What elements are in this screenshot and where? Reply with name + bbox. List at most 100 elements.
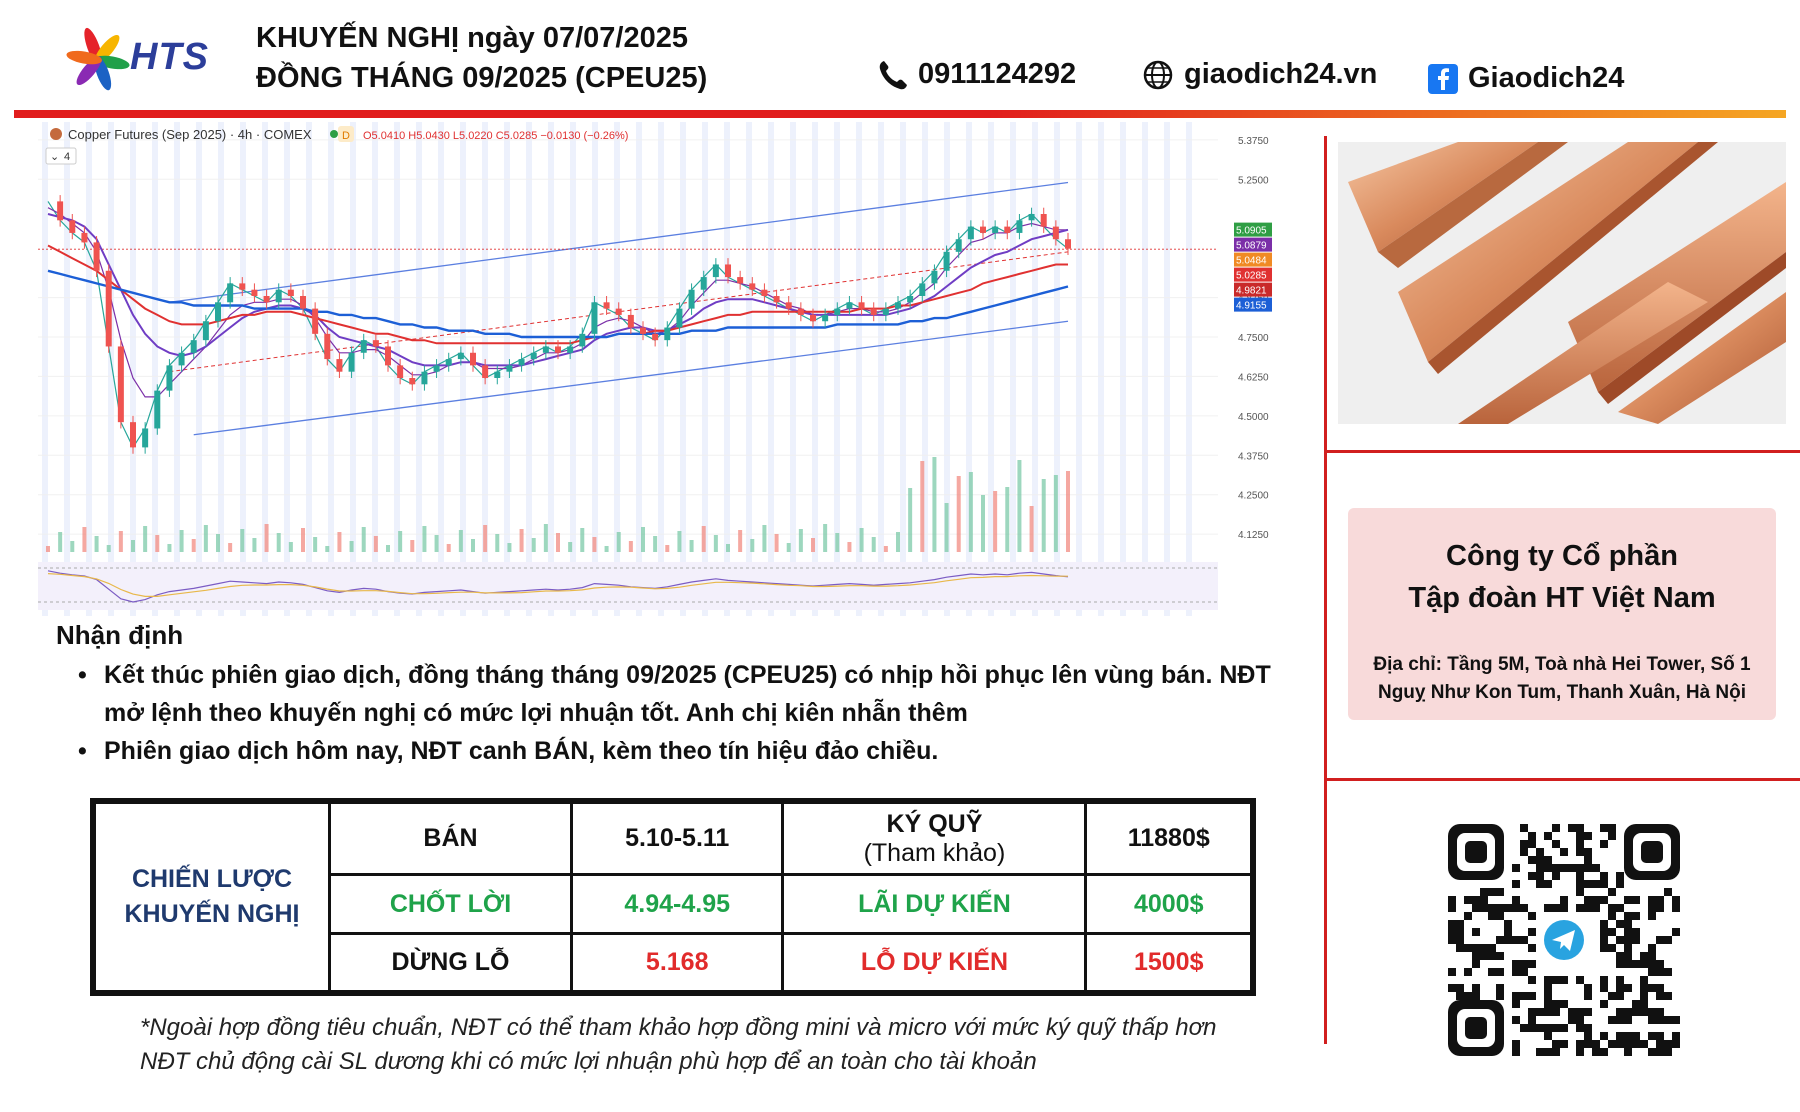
telegram-icon [1538, 914, 1590, 966]
candle-body [385, 346, 391, 366]
interval-badge: D [342, 130, 350, 142]
session-band [1032, 122, 1038, 616]
qr-module [1512, 1048, 1520, 1056]
volume-bar [519, 529, 524, 552]
qr-module [1464, 944, 1472, 952]
chart-svg: 704 80.0049.9235.92 5.37505.25004.87504.… [38, 122, 1312, 616]
qr-module [1600, 872, 1608, 880]
qr-module [1576, 1008, 1584, 1016]
qr-module [1584, 880, 1592, 888]
price-value-label: 5.0879 [1236, 241, 1267, 252]
qr-module [1632, 896, 1640, 904]
volume-bar [483, 525, 488, 552]
qr-module [1576, 1048, 1584, 1056]
candle-body [749, 283, 756, 290]
qr-code-icon[interactable] [1444, 820, 1684, 1060]
qr-module [1528, 872, 1536, 880]
ohlc-readout: O5.0410 H5.0430 L5.0220 C5.0285 −0.0130 … [363, 130, 628, 142]
footnote-line2: NĐT chủ động cài SL dương khi có mức lợi… [140, 1048, 1037, 1075]
qr-module [1512, 1016, 1520, 1024]
qr-module [1632, 936, 1640, 944]
candle-body [603, 302, 610, 309]
qr-module [1632, 1040, 1640, 1048]
qr-module [1616, 872, 1624, 880]
qr-module [1656, 1008, 1664, 1016]
expected-loss-label-cell: LỖ DỰ KIẾN [781, 931, 1088, 994]
qr-module [1576, 888, 1584, 896]
volume-bar [337, 532, 342, 552]
facebook-contact[interactable]: Giaodich24 [1428, 62, 1624, 95]
copper-bars-image [1338, 142, 1786, 424]
y-tick-label: 4.7500 [1238, 333, 1269, 344]
session-band [790, 122, 796, 616]
volume-bar [264, 524, 269, 552]
expected-profit-label-cell: LÃI DỰ KIẾN [781, 873, 1088, 935]
session-band [592, 122, 598, 616]
volume-bar [738, 530, 743, 552]
volume-bar [252, 538, 257, 552]
qr-module [1664, 1048, 1672, 1056]
qr-module [1632, 1000, 1640, 1008]
qr-module [1544, 856, 1552, 864]
logo-text: HTS [130, 36, 209, 78]
qr-module [1576, 1024, 1584, 1032]
qr-module [1632, 960, 1640, 968]
qr-module [1504, 928, 1512, 936]
candle-body [202, 321, 209, 341]
volume-bar [58, 532, 63, 552]
volume-bar [106, 545, 111, 552]
session-band [196, 122, 202, 616]
qr-module [1576, 848, 1584, 856]
volume-bar [422, 526, 427, 552]
qr-module [1488, 904, 1496, 912]
qr-module [1528, 832, 1536, 840]
volume-bar [118, 531, 123, 552]
qr-module [1648, 960, 1656, 968]
qr-module [1576, 864, 1584, 872]
qr-module [1536, 1048, 1544, 1056]
candle-body [785, 302, 792, 309]
company-name-line2: Tập đoàn HT Việt Nam [1408, 582, 1716, 614]
session-band [570, 122, 576, 616]
candle-body [1028, 214, 1035, 221]
qr-module [1536, 848, 1544, 856]
rsi-line [47, 570, 1069, 603]
qr-module [1568, 824, 1576, 832]
qr-module [1496, 912, 1504, 920]
website-contact[interactable]: giaodich24.vn [1142, 58, 1377, 91]
session-band [966, 122, 972, 616]
qr-module [1528, 928, 1536, 936]
session-band [42, 122, 48, 616]
phone-contact[interactable]: 0911124292 [878, 58, 1076, 91]
volume-bar [1041, 479, 1046, 552]
qr-module [1592, 880, 1600, 888]
volume-bar [167, 544, 172, 552]
qr-module [1472, 896, 1480, 904]
qr-module [1544, 976, 1552, 984]
legend-collapse-chevron-icon[interactable]: ⌄ [50, 151, 59, 163]
candle-body [700, 277, 707, 290]
session-band [64, 122, 70, 616]
qr-module [1664, 936, 1672, 944]
qr-module [1544, 1000, 1552, 1008]
qr-module [1664, 888, 1672, 896]
volume-bar [1005, 487, 1010, 552]
candle-body [591, 302, 598, 334]
qr-module [1512, 1040, 1520, 1048]
qr-module [1544, 1008, 1552, 1016]
qr-module [1592, 904, 1600, 912]
qr-module [1480, 888, 1488, 896]
qr-module [1488, 912, 1496, 920]
facebook-page: Giaodich24 [1468, 62, 1625, 94]
qr-module [1528, 944, 1536, 952]
qr-module [1640, 952, 1648, 960]
qr-module [1672, 1040, 1680, 1048]
qr-module [1512, 936, 1520, 944]
session-band [878, 122, 884, 616]
qr-module [1648, 952, 1656, 960]
qr-module [1496, 952, 1504, 960]
qr-module [1672, 896, 1680, 904]
strategy-label-line1: CHIẾN LƯỢC [131, 865, 293, 893]
margin-label-line1: KÝ QUỸ [886, 809, 983, 838]
qr-finder-top-left [1448, 824, 1504, 880]
